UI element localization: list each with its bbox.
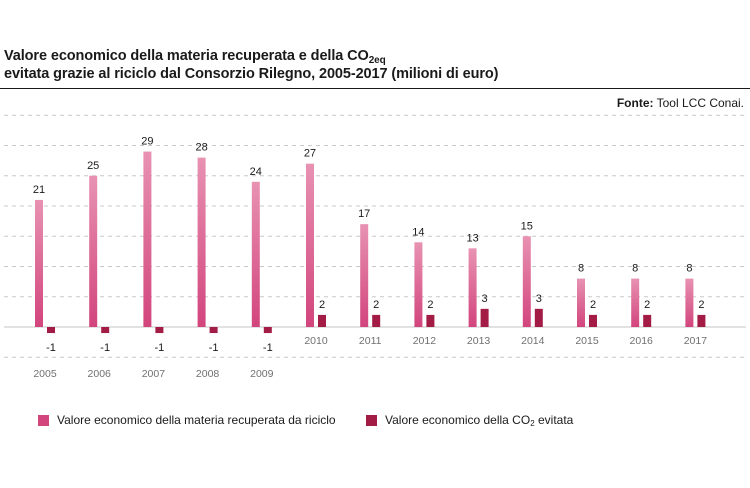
data-label-series-2: 3: [482, 293, 488, 305]
x-tick-label: 2010: [304, 335, 328, 347]
data-label-series-2: 2: [590, 299, 596, 311]
bar-series-1: [360, 224, 369, 327]
data-label-series-1: 8: [632, 263, 638, 275]
data-label-series-1: 24: [250, 166, 262, 178]
title-rule: [0, 88, 750, 89]
bar-series-1: [89, 175, 98, 327]
data-label-series-1: 21: [33, 184, 45, 196]
x-tick-label: 2017: [684, 335, 708, 347]
bar-series-2: [426, 314, 435, 327]
x-tick-label: 2015: [575, 335, 599, 347]
title-line1: Valore economico della materia recuperat…: [4, 48, 386, 66]
bar-series-2: [209, 327, 218, 334]
data-label-series-1: 14: [412, 226, 424, 238]
data-label-series-1: 28: [195, 142, 207, 154]
data-labels: 21-125-129-128-124-127217214213315382828…: [33, 136, 705, 354]
bar-series-1: [306, 163, 314, 327]
bar-series-1: [414, 242, 423, 327]
legend-item-series-2: Valore economico della CO2 evitata: [366, 413, 574, 428]
data-label-series-2: -1: [263, 342, 273, 354]
bar-series-1: [35, 199, 43, 327]
x-tick-label: 2006: [88, 368, 112, 380]
x-tick-label: 2014: [521, 335, 545, 347]
source-value: Tool LCC Conai.: [656, 96, 744, 110]
bar-series-2: [263, 327, 272, 334]
data-label-series-1: 29: [141, 136, 153, 148]
bar-series-2: [372, 314, 381, 327]
title-line2: evitata grazie al riciclo dal Consorzio …: [4, 66, 499, 82]
x-tick-label: 2008: [196, 368, 220, 380]
data-label-series-1: 27: [304, 148, 316, 160]
data-label-series-2: -1: [209, 342, 219, 354]
bar-series-2: [534, 308, 543, 327]
bar-series-2: [697, 314, 706, 327]
data-label-series-1: 8: [686, 263, 692, 275]
bar-series-1: [577, 278, 585, 327]
data-label-series-1: 17: [358, 208, 370, 220]
bar-series-1: [631, 278, 640, 327]
data-label-series-1: 8: [578, 263, 584, 275]
source-note: Fonte: Tool LCC Conai.: [617, 96, 744, 110]
data-label-series-1: 13: [466, 232, 478, 244]
data-label-series-2: 2: [644, 299, 650, 311]
bars: [35, 151, 706, 334]
chart-title: Valore economico della materia recuperat…: [4, 47, 744, 83]
x-tick-label: 2005: [33, 368, 57, 380]
bar-series-2: [47, 327, 55, 334]
bar-series-1: [522, 236, 531, 327]
data-label-series-1: 25: [87, 160, 99, 172]
data-label-series-2: 2: [698, 299, 704, 311]
x-tick-label: 2012: [413, 335, 437, 347]
legend-item-series-1: Valore economico della materia recuperat…: [38, 413, 336, 427]
x-tick-label: 2009: [250, 368, 274, 380]
bar-series-1: [143, 151, 152, 327]
x-tick-labels: 2005 2006 2007 2008 2009 2010 2011 2012 2013 2014…: [33, 335, 707, 380]
bar-series-2: [318, 314, 326, 327]
data-label-series-2: -1: [46, 342, 56, 354]
bar-series-1: [468, 248, 477, 327]
data-label-series-2: 2: [427, 299, 433, 311]
data-label-series-2: -1: [100, 342, 110, 354]
data-label-series-2: 2: [319, 299, 325, 311]
data-label-series-2: -1: [155, 342, 165, 354]
source-label: Fonte:: [616, 96, 654, 110]
legend-swatch-series-2: [366, 414, 377, 426]
data-label-series-2: 2: [373, 299, 379, 311]
bar-series-1: [251, 181, 260, 327]
title-subscript: 2eq: [368, 55, 386, 66]
bar-series-2: [589, 314, 597, 327]
bar-series-2: [101, 327, 110, 334]
bar-series-2: [643, 314, 652, 327]
legend-swatch-series-1: [38, 414, 49, 426]
bar-series-1: [685, 278, 694, 327]
bar-series-1: [197, 157, 206, 327]
legend-label-series-2: Valore economico della CO2 evitata: [385, 413, 574, 428]
legend-label-series-1: Valore economico della materia recuperat…: [57, 413, 336, 427]
data-label-series-1: 15: [521, 220, 533, 232]
x-tick-label: 2011: [359, 335, 382, 347]
bar-series-2: [480, 308, 489, 327]
bar-series-2: [155, 327, 164, 334]
x-tick-label: 2016: [630, 335, 654, 347]
x-tick-label: 2013: [467, 335, 491, 347]
x-tick-label: 2007: [142, 368, 166, 380]
data-label-series-2: 3: [536, 293, 542, 305]
gridlines: [4, 114, 746, 358]
